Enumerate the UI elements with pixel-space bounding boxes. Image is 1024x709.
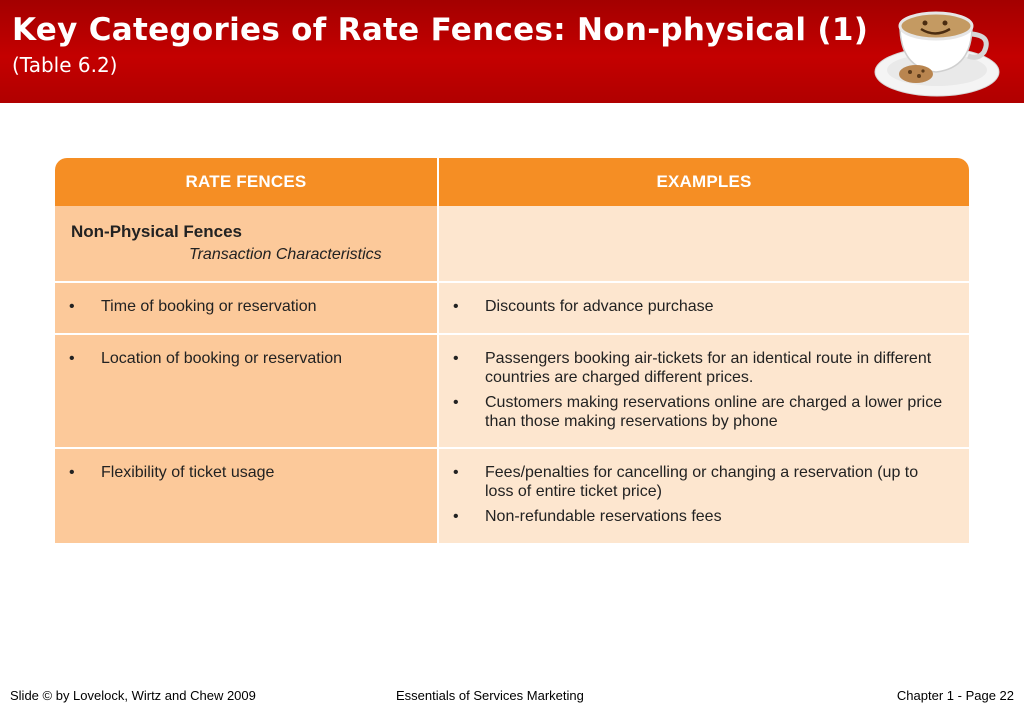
table-row: • Time of booking or reservation • Discoun… [55,282,969,335]
coffee-cup-smiley-icon [874,11,1000,97]
list-item: • Fees/penalties for cancelling or changi… [453,464,919,500]
column-header-examples: EXAMPLES [438,158,969,206]
examples-cell: • Fees/penalties for cancelling or changi… [438,448,969,545]
section-title: Non-Physical Fences [71,222,243,241]
list-item: • Flexibility of ticket usage [69,464,275,481]
slide-header: Key Categories of Rate Fences: Non-physi… [0,0,1024,103]
slide-footer: Slide © by Lovelock, Wirtz and Chew 2009… [0,688,1024,708]
table-section-row: Non-Physical Fences Transaction Characte… [55,206,969,283]
examples-cell: • Passengers booking air-tickets for an i… [438,334,969,449]
table-row: • Location of booking or reservation • Pas… [55,334,969,449]
list-item: • Location of booking or reservation [69,350,343,367]
footer-copyright: Slide © by Lovelock, Wirtz and Chew 2009 [10,688,256,703]
fence-cell: • Flexibility of ticket usage [55,448,439,545]
section-subtitle: Transaction Characteristics [189,246,382,263]
list-item: • Discounts for advance purchase [453,298,714,315]
footer-book-title: Essentials of Services Marketing [396,688,584,703]
examples-cell: • Discounts for advance purchase [438,282,969,335]
column-header-rate-fences: RATE FENCES [55,158,439,206]
section-empty-cell [438,206,969,283]
slide-subtitle: (Table 6.2) [12,53,118,77]
list-item: • Passengers booking air-tickets for an i… [453,350,932,386]
section-cell: Non-Physical Fences Transaction Characte… [55,206,439,283]
list-item: • Time of booking or reservation [69,298,317,315]
table-row: • Flexibility of ticket usage • Fees/penal… [55,448,969,545]
footer-page-number: Chapter 1 - Page 22 [896,688,1014,703]
fence-cell: • Time of booking or reservation [55,282,439,335]
fence-cell: • Location of booking or reservation [55,334,439,449]
list-item: • Non-refundable reservations fees [453,508,722,525]
rate-fences-table: RATE FENCES EXAMPLES Non-Physical Fences… [55,158,969,545]
list-item: • Customers making reservations online ar… [453,394,943,430]
slide-title: Key Categories of Rate Fences: Non-physi… [12,12,869,48]
